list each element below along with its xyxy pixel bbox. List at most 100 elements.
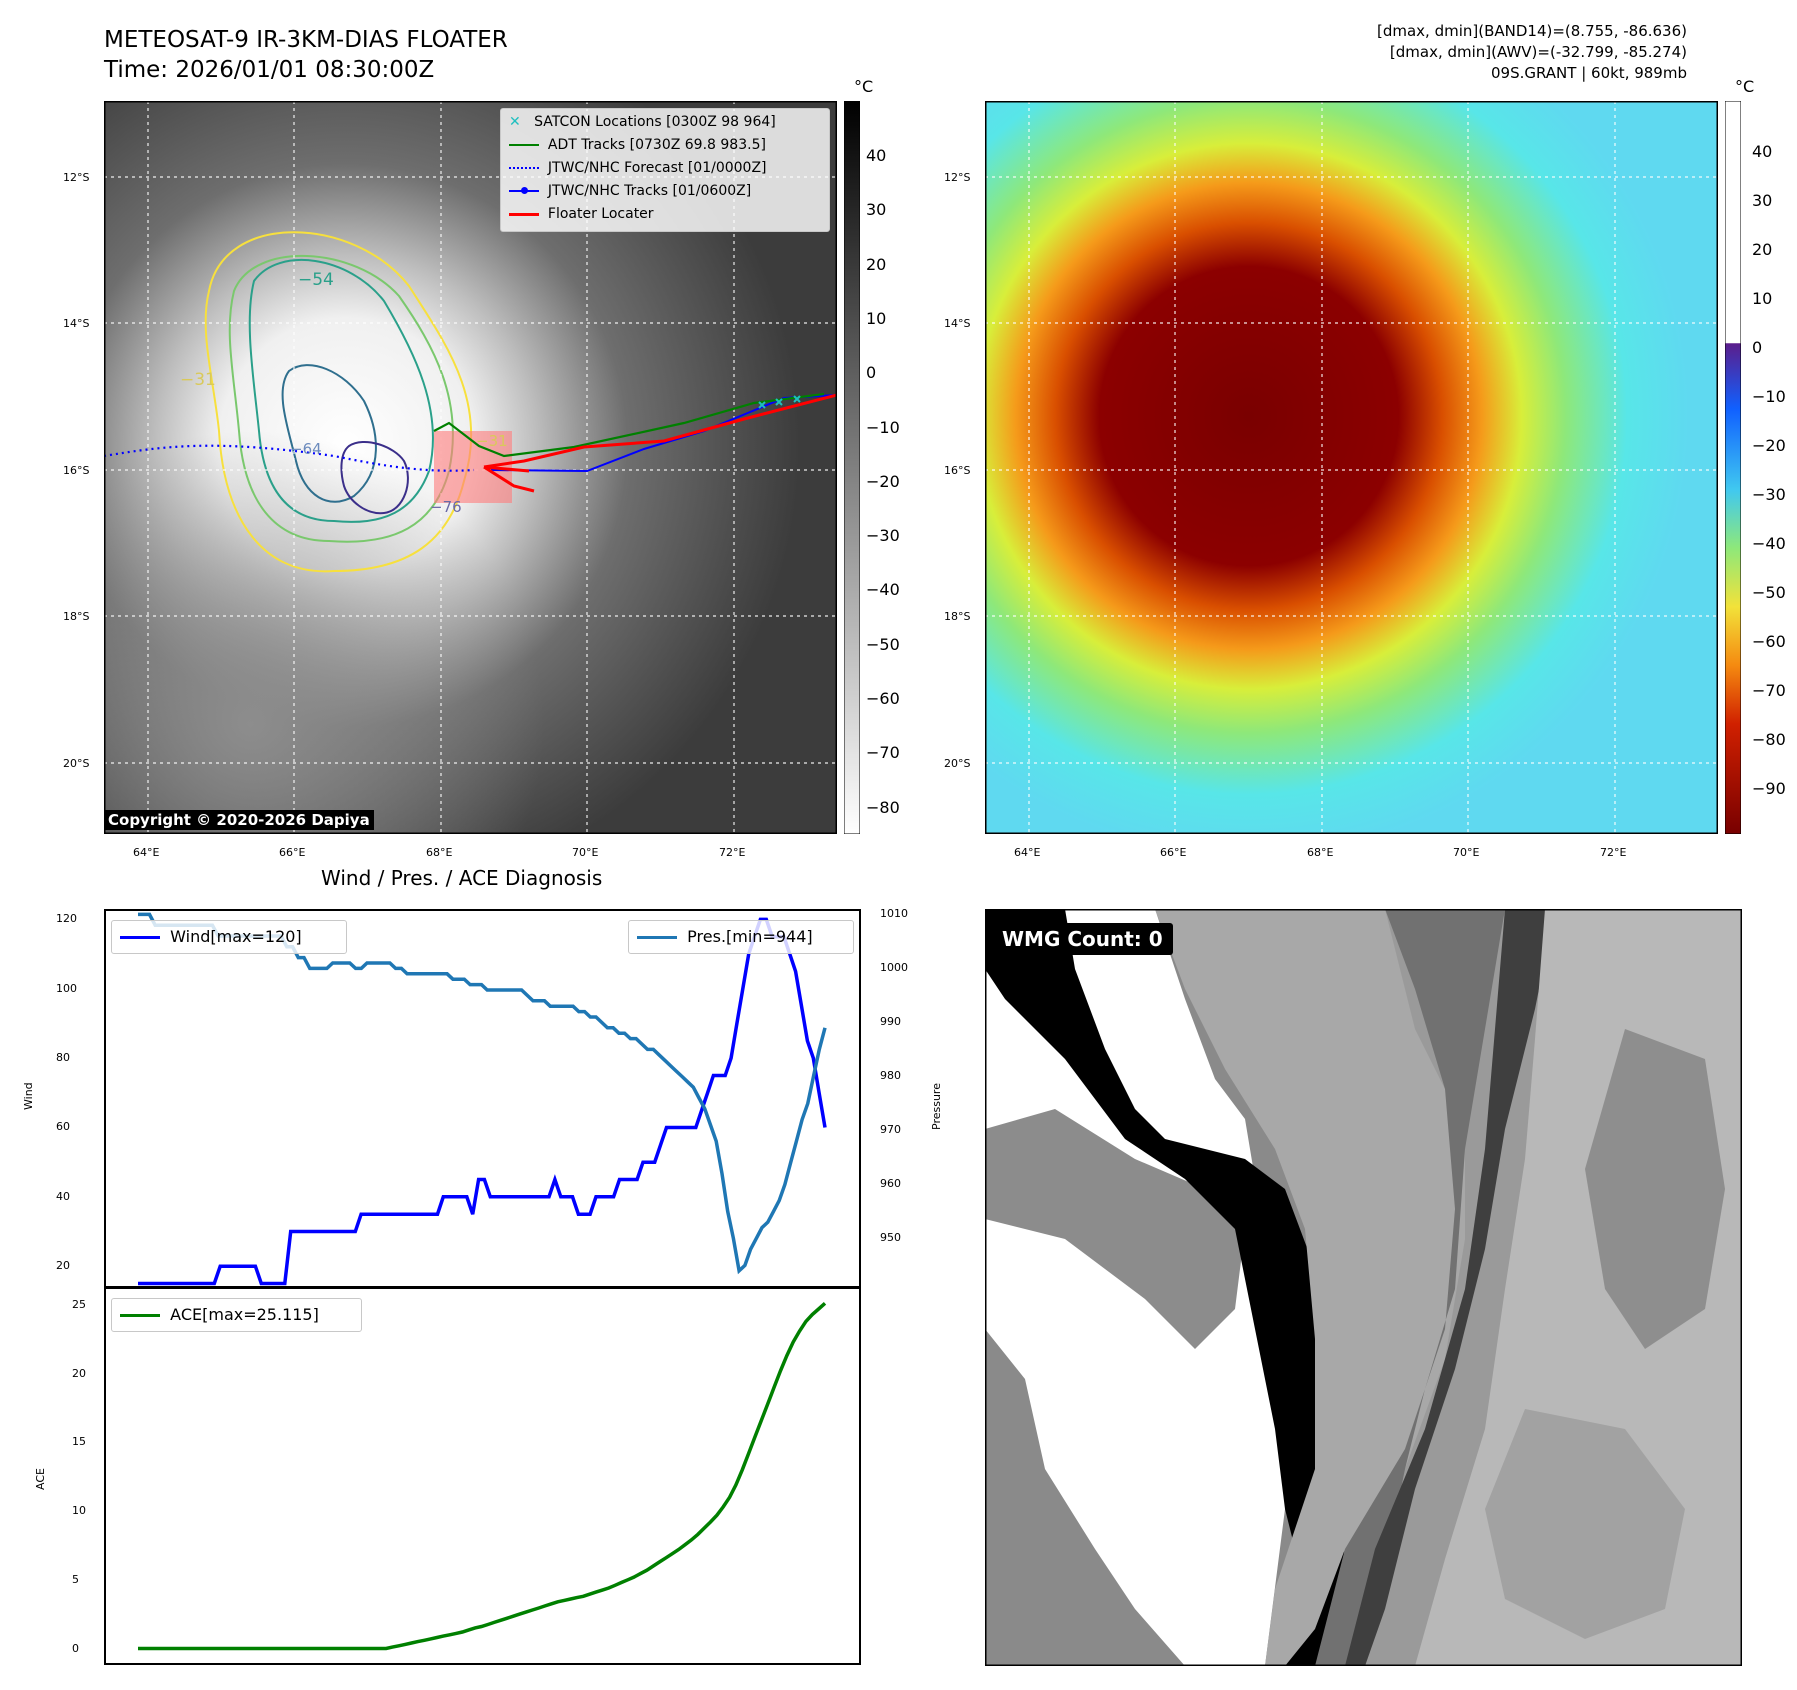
- lat-tick: 20°S: [944, 757, 971, 770]
- wind-tick: 20: [56, 1259, 70, 1273]
- pressure-tick: 1010: [880, 907, 908, 921]
- map-legend: ✕ SATCON Locations [0300Z 98 964] ADT Tr…: [500, 108, 830, 232]
- wind-tick: 60: [56, 1120, 70, 1134]
- colorbar-tick: −20: [1752, 436, 1786, 455]
- pressure-tick: 1000: [880, 961, 908, 975]
- wind-tick: 120: [56, 912, 77, 926]
- title-line2: Time: 2026/01/01 08:30:00Z: [104, 57, 435, 83]
- pressure-tick: 970: [880, 1123, 901, 1137]
- legend-label: Floater Locater: [547, 206, 654, 222]
- colorbar-tick: 0: [866, 363, 877, 383]
- colorbar-tick: −50: [1752, 583, 1786, 602]
- lon-tick: 66°E: [279, 846, 306, 859]
- wind-tick: 40: [56, 1189, 70, 1203]
- stats-line3: 09S.GRANT | 60kt, 989mb: [1490, 64, 1687, 82]
- colorbar-right: [1725, 101, 1741, 834]
- colorbar-tick: 10: [1752, 289, 1773, 308]
- colorbar-tick: −80: [866, 797, 900, 817]
- legend-label: ACE[max=25.115]: [170, 1305, 319, 1324]
- pressure-tick: 990: [880, 1015, 901, 1029]
- colorbar-tick: −30: [866, 526, 900, 546]
- stats-line1: [dmax, dmin](BAND14)=(8.755, -86.636): [1376, 22, 1687, 40]
- lat-tick: 18°S: [944, 610, 971, 623]
- ace-tick: 15: [72, 1435, 86, 1449]
- colorbar-tick: −60: [866, 689, 900, 708]
- colorbar-tick: −10: [866, 417, 900, 437]
- colorbar-tick: −90: [1752, 779, 1786, 798]
- pressure-tick: 950: [880, 1231, 901, 1245]
- pressure-axis-label: Pressure: [930, 1083, 943, 1130]
- lat-tick: 16°S: [944, 464, 971, 477]
- pressure-tick: 980: [880, 1069, 901, 1083]
- pressure-legend: Pres.[min=944]: [628, 920, 854, 954]
- lat-tick: 14°S: [944, 317, 971, 330]
- lon-tick: 72°E: [1600, 846, 1627, 859]
- copyright-badge: Copyright © 2020-2026 Dapiya: [104, 810, 374, 830]
- contour-label: −76: [430, 498, 462, 516]
- bd-map-panel: [985, 101, 1718, 834]
- colorbar-tick: −30: [1752, 485, 1786, 504]
- legend-item-satcon: ✕ SATCON Locations [0300Z 98 964]: [509, 114, 776, 130]
- lon-tick: 68°E: [426, 846, 453, 859]
- colorbar-tick: 10: [866, 308, 887, 328]
- colorbar-tick: 30: [866, 200, 887, 220]
- wind-pressure-chart: [104, 909, 861, 1287]
- ace-tick: 20: [72, 1366, 86, 1380]
- legend-label: Wind[max=120]: [170, 927, 302, 946]
- colorbar-tick: 0: [1752, 338, 1763, 357]
- title-line1: METEOSAT-9 IR-3KM-DIAS FLOATER: [104, 27, 508, 53]
- stats-line2: [dmax, dmin](AWV)=(-32.799, -85.274): [1389, 43, 1687, 61]
- legend-label: Pres.[min=944]: [687, 927, 813, 946]
- legend-label: ADT Tracks [0730Z 69.8 983.5]: [547, 137, 766, 153]
- ace-tick: 25: [72, 1297, 86, 1311]
- wind-axis-label: Wind: [22, 1082, 35, 1110]
- colorbar-tick: −50: [866, 634, 900, 654]
- lon-tick: 66°E: [1160, 846, 1187, 859]
- wind-tick: 80: [56, 1051, 70, 1065]
- ace-tick: 0: [72, 1641, 79, 1655]
- legend-label: SATCON Locations [0300Z 98 964]: [534, 114, 776, 130]
- lon-tick: 64°E: [133, 846, 160, 859]
- colorbar-tick: 40: [1752, 142, 1773, 161]
- lon-tick: 64°E: [1014, 846, 1041, 859]
- contour-label: −54: [298, 270, 334, 290]
- diagnosis-title: Wind / Pres. / ACE Diagnosis: [321, 866, 603, 890]
- lat-tick: 12°S: [63, 171, 90, 184]
- wind-tick: 100: [56, 981, 77, 995]
- colorbar-right-unit: °C: [1735, 77, 1755, 96]
- ace-tick: 10: [72, 1504, 86, 1518]
- lon-tick: 70°E: [572, 846, 599, 859]
- lat-tick: 16°S: [63, 464, 90, 477]
- pressure-series-line: [138, 912, 827, 1275]
- colorbar-tick: 20: [866, 254, 887, 274]
- ace-series-line: [138, 1301, 827, 1651]
- lon-tick: 68°E: [1307, 846, 1334, 859]
- lat-tick: 18°S: [63, 610, 90, 623]
- colorbar-tick: 30: [1752, 191, 1773, 210]
- wind-series-line: [138, 917, 827, 1286]
- colorbar-left-unit: °C: [854, 77, 874, 96]
- colorbar-tick: −40: [866, 580, 900, 600]
- lon-tick: 70°E: [1453, 846, 1480, 859]
- colorbar-tick: −70: [1752, 681, 1786, 700]
- colorbar-tick: −70: [866, 743, 900, 763]
- legend-item-tracks: JTWC/NHC Tracks [01/0600Z]: [509, 181, 751, 201]
- ace-legend: ACE[max=25.115]: [111, 1298, 362, 1332]
- legend-label: JTWC/NHC Forecast [01/0000Z]: [547, 160, 767, 176]
- colorbar-tick: −40: [1752, 534, 1786, 553]
- lat-tick: 12°S: [944, 171, 971, 184]
- colorbar-tick: −20: [866, 471, 900, 491]
- colorbar-tick: 20: [1752, 240, 1773, 259]
- legend-item-adt: ADT Tracks [0730Z 69.8 983.5]: [509, 135, 766, 155]
- colorbar-tick: −60: [1752, 632, 1786, 651]
- colorbar-tick: 40: [866, 146, 887, 165]
- contour-label: −31: [180, 370, 216, 390]
- legend-item-forecast: JTWC/NHC Forecast [01/0000Z]: [509, 158, 767, 178]
- wind-legend: Wind[max=120]: [111, 920, 347, 954]
- ace-chart: [104, 1287, 861, 1665]
- legend-item-floater: Floater Locater: [509, 204, 654, 224]
- wmg-count-badge: WMG Count: 0: [992, 923, 1173, 955]
- lon-tick: 72°E: [719, 846, 746, 859]
- colorbar-tick: −80: [1752, 730, 1786, 749]
- ace-frame: [104, 1287, 861, 1665]
